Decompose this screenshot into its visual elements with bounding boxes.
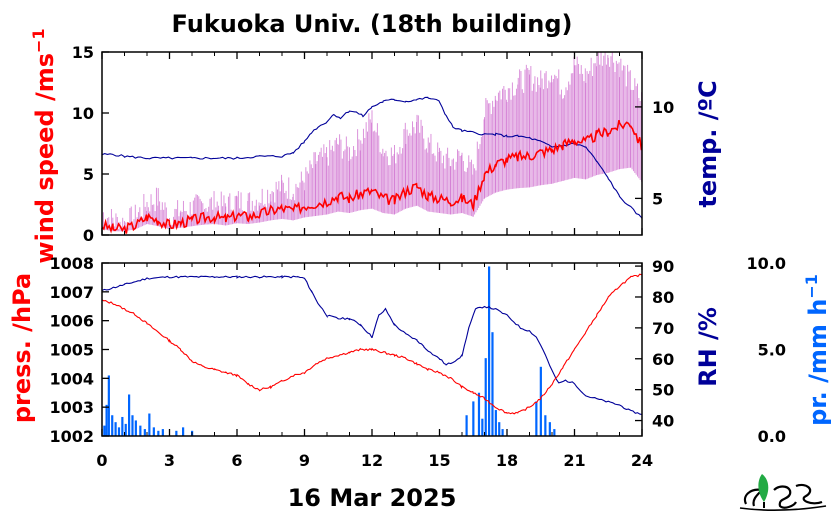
precipitation-bar <box>124 423 127 436</box>
y-tick-label: 1004 <box>49 369 94 388</box>
precipitation-bar <box>148 413 151 436</box>
precipitation-bar <box>481 418 484 436</box>
precipitation-bar <box>143 429 146 436</box>
precipitation-bar <box>128 394 131 436</box>
y-tick-label: 50 <box>652 381 674 400</box>
precipitation-bar <box>491 332 494 436</box>
y-tick-label: 5 <box>652 189 663 208</box>
top-panel: 0 5 10 15 5 10 wind speed /ms−1 temp. /ºC <box>29 28 722 263</box>
y-tick-label: 15 <box>72 43 94 62</box>
wind-speed-line <box>102 120 642 234</box>
temperature-tick-labels: 5 10 <box>652 98 674 208</box>
precipitation-bar <box>472 401 475 436</box>
x-tick-label: 15 <box>428 451 450 470</box>
precipitation-bar <box>501 429 504 436</box>
humidity-line <box>102 275 642 415</box>
y-tick-label: 40 <box>652 412 674 431</box>
y-tick-label: 0 <box>83 226 94 245</box>
x-tick-labels: 0 3 6 9 12 15 18 21 24 <box>96 451 653 470</box>
x-tick-label: 21 <box>563 451 585 470</box>
x-tick-label: 12 <box>361 451 383 470</box>
precipitation-bar <box>182 427 185 436</box>
y-tick-label: 1006 <box>49 312 94 331</box>
wind-speed-tick-labels: 0 5 10 15 <box>72 43 94 245</box>
chart-title: Fukuoka Univ. (18th building) <box>172 10 573 38</box>
pressure-axis-label: press. /hPa <box>8 273 36 423</box>
pressure-series <box>102 273 642 415</box>
precipitation-bar <box>494 410 497 436</box>
precipitation-bar <box>157 430 160 436</box>
x-tick-label: 9 <box>299 451 310 470</box>
y-tick-label: 10.0 <box>747 254 786 273</box>
precipitation-bar <box>477 392 481 436</box>
date-label: 16 Mar 2025 <box>288 484 457 512</box>
x-tick-label: 3 <box>164 451 175 470</box>
precipitation-bar <box>535 401 538 436</box>
x-tick-label: 18 <box>496 451 518 470</box>
precipitation-series <box>103 266 556 436</box>
pressure-tick-labels: 1002 1003 1004 1005 1006 1007 1008 <box>49 254 94 446</box>
y-tick-label: 5 <box>83 165 94 184</box>
precipitation-tick-labels: 0.0 5.0 10.0 <box>747 254 786 446</box>
y-tick-label: 10 <box>652 98 674 117</box>
precipitation-bar <box>175 430 178 436</box>
y-tick-label: 90 <box>652 257 674 276</box>
humidity-series <box>102 275 642 415</box>
precipitation-bar <box>103 425 106 436</box>
pressure-line <box>102 273 642 415</box>
precipitation-bar <box>553 429 556 436</box>
y-tick-label: 80 <box>652 288 674 307</box>
precipitation-bar <box>539 366 542 436</box>
precipitation-bar <box>114 422 117 436</box>
wind-speed-axis-label: wind speed /ms−1 <box>29 28 59 263</box>
x-tick-label: 0 <box>96 451 107 470</box>
wind-speed-series <box>102 120 642 234</box>
precipitation-bar <box>139 425 142 436</box>
precipitation-bar <box>484 358 487 436</box>
institution-logo <box>739 474 827 511</box>
precipitation-bar <box>548 422 551 436</box>
precipitation-bar <box>152 427 155 436</box>
y-tick-label: 1003 <box>49 398 94 417</box>
precipitation-bar <box>488 266 491 436</box>
wind-gust-series <box>102 52 642 232</box>
precipitation-bar <box>121 416 124 436</box>
humidity-tick-labels: 40 50 60 70 80 90 <box>652 257 674 430</box>
bottom-ticks <box>101 262 643 437</box>
y-tick-label: 1008 <box>49 254 94 273</box>
y-tick-label: 1007 <box>49 283 94 302</box>
precipitation-bar <box>107 375 110 436</box>
y-tick-label: 70 <box>652 319 674 338</box>
humidity-axis-label: RH /% <box>694 307 722 387</box>
y-tick-label: 60 <box>652 350 674 369</box>
precipitation-bar <box>498 422 501 436</box>
precipitation-bar <box>134 420 137 436</box>
y-tick-label: 1005 <box>49 341 94 360</box>
y-tick-label: 1002 <box>49 427 94 446</box>
precipitation-bar <box>117 427 121 436</box>
temperature-axis-label: temp. /ºC <box>694 80 722 207</box>
x-tick-label: 24 <box>631 451 653 470</box>
top-ticks <box>101 51 643 236</box>
precipitation-bar <box>131 415 134 436</box>
precipitation-bar <box>544 415 547 436</box>
precipitation-bar <box>465 415 468 436</box>
y-tick-label: 0.0 <box>758 427 786 446</box>
y-tick-label: 10 <box>72 104 94 123</box>
precipitation-bar <box>105 404 108 436</box>
precipitation-axis-label: pr. /mm h−1 <box>802 274 832 426</box>
precipitation-bar <box>111 415 114 436</box>
precipitation-bar <box>161 429 164 436</box>
y-tick-label: 5.0 <box>758 341 786 360</box>
x-tick-label: 6 <box>231 451 242 470</box>
